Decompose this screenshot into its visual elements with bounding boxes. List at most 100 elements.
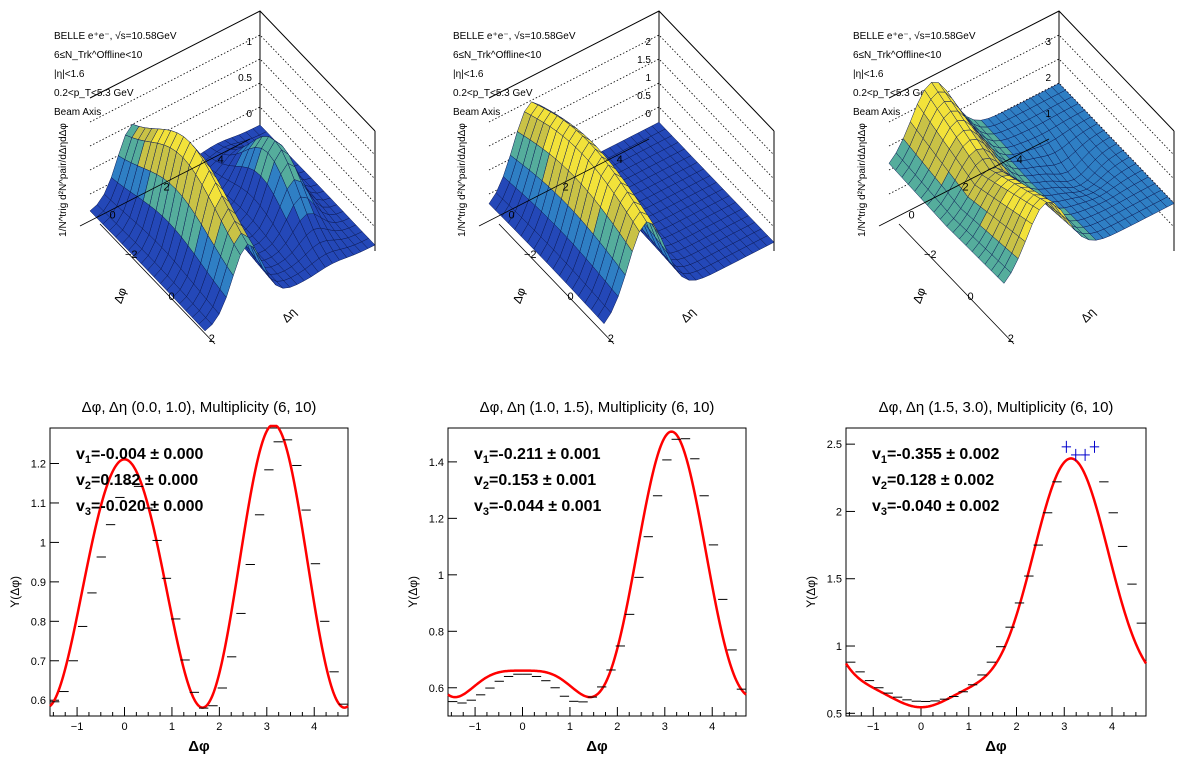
surface-annotation: 6≤N_Trk^Offline<10 [54,50,143,61]
dphi-tick-label: 4 [1017,154,1023,166]
y-tick-label: 0.9 [31,577,46,589]
surface-annotation: 0.2<p_T<5.3 GeV [853,88,933,99]
x-tick-label: 2 [216,721,222,733]
x-tick-label: 3 [264,721,270,733]
x-tick-label: 4 [709,721,715,733]
coefficient-label: v1=-0.211 ± 0.001 [474,446,601,466]
deta-axis-label: Δη [678,305,698,325]
x-tick-label: −1 [867,721,880,733]
y-tick-label: 2 [836,506,842,518]
dphi-tick-label: 2 [963,182,969,194]
z-tick-label: 0 [246,109,252,120]
fit-curve [447,430,747,699]
z-tick-label: 1.5 [637,55,651,66]
x-tick-label: 4 [1109,721,1115,733]
deta-tick-label: 0 [967,291,973,303]
box-top-edge [89,10,376,132]
dphi-axis-label: Δφ [510,286,529,306]
x-tick-label: 1 [567,721,573,733]
surface-annotation: Beam Axis [54,107,101,118]
plot-frame [845,427,1147,717]
x-tick-label: 0 [121,721,127,733]
deta-tick-label: −2 [924,249,937,261]
z-tick-label: 0.5 [238,73,252,84]
y-axis-label: Y(Δφ) [804,576,818,608]
x-tick-label: 1 [966,721,972,733]
y-tick-label: 2.5 [827,439,842,451]
z-tick-label: 3 [1045,37,1051,48]
surface-annotation: |η|<1.6 [54,69,85,80]
surface-annotation: BELLE e⁺e⁻, √s=10.58GeV [453,30,576,42]
y-tick-label: 1.1 [31,498,46,510]
surface-annotation: 6≤N_Trk^Offline<10 [853,50,942,61]
surface-annotation: 0.2<p_T<5.3 GeV [54,88,134,99]
z-axis-label: 1/N^trig d²N^pair/dΔηdΔφ [857,123,868,237]
z-tick-label: 0.5 [637,91,651,102]
y-tick-label: 0.8 [429,626,444,638]
projection-plots: Δφ, Δη (0.0, 1.0), Multiplicity (6, 10) −… [8,399,1148,755]
data-point [1080,448,1090,461]
y-tick-label: 0.6 [31,695,46,707]
y-tick-label: 1.2 [31,459,46,471]
coefficient-label: v1=-0.355 ± 0.002 [872,446,1000,466]
surface-annotation: BELLE e⁺e⁻, √s=10.58GeV [853,30,976,42]
deta-axis [498,223,615,345]
surface-cell [488,192,503,211]
data-point [1061,440,1072,453]
dphi-tick-label: 0 [508,209,514,221]
x-tick-label: 1 [169,721,175,733]
z-tick-label: 2 [645,37,651,48]
projection-panel-3: Δφ, Δη (1.5, 3.0), Multiplicity (6, 10) −… [804,399,1148,755]
deta-axis [99,223,216,345]
surface-annotation: Beam Axis [853,107,900,118]
dphi-axis [878,138,1050,227]
box-gridline [488,34,775,156]
z-tick-label: 0 [645,109,651,120]
surface-annotation: 0.2<p_T<5.3 GeV [453,88,533,99]
y-axis-label: Y(Δφ) [8,576,22,608]
y-tick-label: 1 [438,570,444,582]
deta-tick-label: 0 [168,291,174,303]
x-tick-label: −1 [469,721,482,733]
projection-panel-1: Δφ, Δη (0.0, 1.0), Multiplicity (6, 10) −… [8,399,349,755]
dphi-tick-label: 0 [109,209,115,221]
panel-title: Δφ, Δη (0.0, 1.0), Multiplicity (6, 10) [82,399,317,416]
y-tick-label: 0.7 [31,656,46,668]
dphi-tick-label: 0 [908,209,914,221]
x-axis-label: Δφ [985,738,1007,755]
x-tick-label: 3 [1061,721,1067,733]
fit-curve [49,424,349,709]
x-tick-label: 4 [311,721,317,733]
x-axis-label: Δφ [188,738,210,755]
dphi-tick-label: 2 [164,182,170,194]
dphi-axis-label: Δφ [111,286,130,306]
dphi-axis [478,138,650,227]
dphi-tick-label: 4 [617,154,623,166]
surface-annotation: Beam Axis [453,107,500,118]
surface-panel-2: BELLE e⁺e⁻, √s=10.58GeV 6≤N_Trk^Offline<1… [453,10,775,345]
deta-tick-label: 2 [1008,333,1014,345]
surface-panel-1: BELLE e⁺e⁻, √s=10.58GeV 6≤N_Trk^Offline<1… [54,10,376,345]
surface-annotation: BELLE e⁺e⁻, √s=10.58GeV [54,30,177,42]
z-tick-label: 1 [645,73,651,84]
y-tick-label: 1 [40,537,46,549]
z-tick-label: 2 [1045,73,1051,84]
deta-tick-label: 2 [608,333,614,345]
surface-panel-3: BELLE e⁺e⁻, √s=10.58GeV 6≤N_Trk^Offline<1… [853,10,1175,345]
data-point [1071,448,1081,461]
x-tick-label: −1 [71,721,84,733]
z-tick-label: 1 [246,37,252,48]
deta-axis-label: Δη [1078,305,1098,325]
x-axis-label: Δφ [586,738,608,755]
y-axis-label: Y(Δφ) [406,576,420,608]
surface-mesh [488,101,775,325]
panel-title: Δφ, Δη (1.0, 1.5), Multiplicity (6, 10) [480,399,715,416]
deta-axis-label: Δη [279,305,299,325]
coefficient-label: v3=-0.020 ± 0.000 [76,498,204,518]
x-tick-label: 2 [614,721,620,733]
box-gridline [89,58,376,180]
surface-mesh [888,81,1175,284]
deta-axis [898,223,1015,345]
dphi-tick-label: 2 [563,182,569,194]
surface-annotation: 6≤N_Trk^Offline<10 [453,50,542,61]
